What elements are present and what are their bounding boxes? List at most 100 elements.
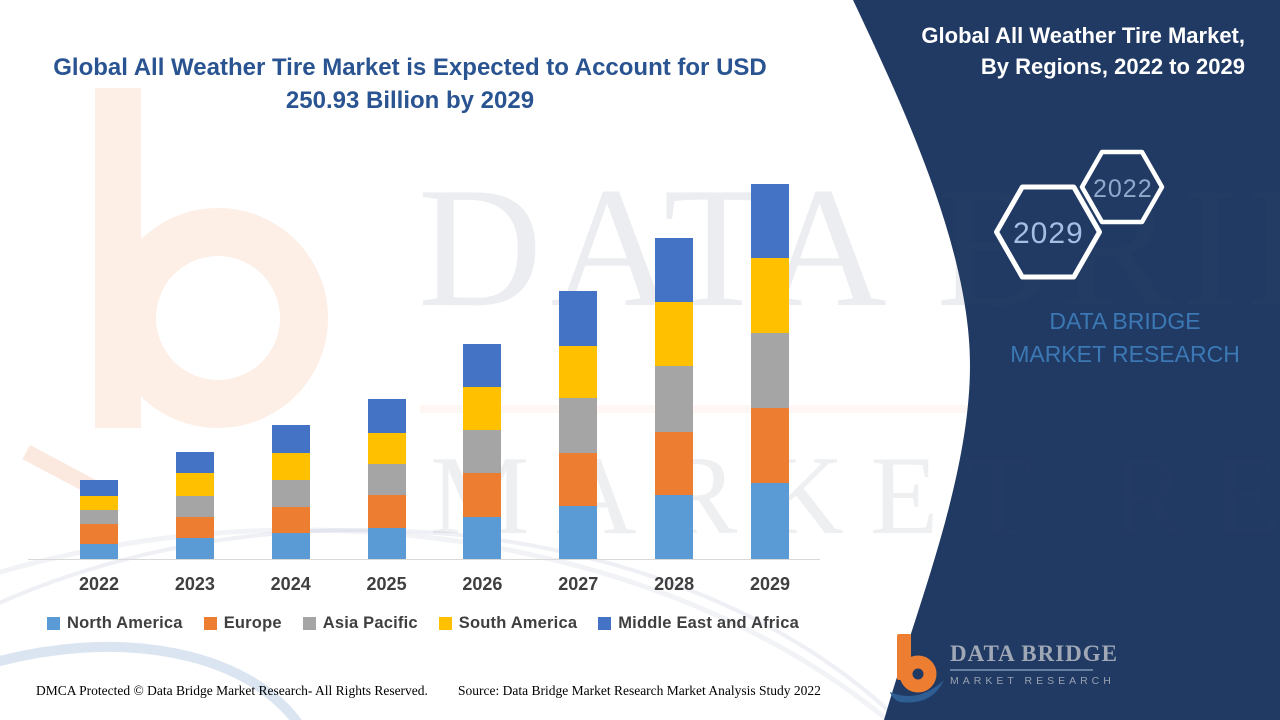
x-axis-label: 2029 [749,574,790,594]
bar-segment-europe [80,524,118,545]
legend-label: Europe [223,614,282,632]
legend-label: North America [67,614,183,632]
legend-item: Asia Pacific [302,614,418,633]
legend-swatch [598,617,612,630]
logo-swoosh [890,680,944,703]
side-panel-title: Global All Weather Tire Market, By Regio… [815,20,1245,82]
bar-segment-middle-east-and-africa [271,425,310,453]
bar-segment-north-america [367,528,406,559]
bar-segment-south-america [559,346,598,398]
hexagon-2022 [1079,149,1165,225]
bar-segment-asia-pacific [175,496,214,518]
legend-label: Middle East and Africa [618,614,799,632]
logo-b-bowl [899,655,937,693]
bar-stack-2025 [367,399,406,559]
legend-swatch [302,617,316,630]
bar-stack-2029 [750,184,789,559]
x-axis-line [28,559,820,560]
bar-segment-europe [367,494,406,529]
chart-headline-line1: Global All Weather Tire Market is Expect… [53,54,767,81]
bar-segment-middle-east-and-africa [655,238,694,303]
bar-segment-south-america [655,302,694,367]
x-axis-label: 2023 [174,574,215,594]
x-axis-label: 2027 [558,574,599,594]
bar-stack-2026 [463,344,502,559]
bar-segment-north-america [655,495,694,559]
bar-segment-europe [463,473,502,517]
bar-segment-europe [175,517,214,538]
bar-segment-south-america [463,387,502,431]
chart-headline: Global All Weather Tire Market is Expect… [40,51,780,117]
bar-segment-asia-pacific [80,510,118,525]
x-axis-label: 2022 [78,574,120,594]
logo-divider [950,669,1093,671]
bar-segment-asia-pacific [367,463,406,495]
bar-stack-2027 [559,291,598,559]
bar-segment-north-america [175,537,214,559]
bar-segment-south-america [80,496,118,511]
logo-subtitle: MARKET RESEARCH [950,675,1115,687]
bar-segment-north-america [559,506,598,559]
bar-stack-2028 [655,238,694,559]
bar-segment-south-america [367,433,406,464]
bar-stack-2023 [175,452,214,559]
watermark-underline-band [420,405,1280,413]
bar-segment-asia-pacific [271,479,310,507]
bar-segment-europe [655,432,694,496]
side-panel-title-line2: By Regions, 2022 to 2029 [980,54,1245,79]
x-axis-label: 2024 [270,574,311,594]
bar-segment-middle-east-and-africa [367,399,406,434]
bar-chart: North America Europe Asia Pacific South Ame… [28,184,820,633]
legend-item: North America [47,614,183,633]
bar-segment-middle-east-and-africa [463,344,502,388]
bar-segment-south-america [175,473,214,497]
brand-caption: DATA BRIDGE MARKET RESEARCH [1010,308,1240,367]
x-axis-label: 2026 [462,574,503,594]
watermark-b-bowl [108,208,328,428]
bar-segment-asia-pacific [750,333,789,408]
legend-swatch [47,617,60,630]
hexagon-2029 [994,184,1102,280]
bar-segment-asia-pacific [655,366,694,433]
side-panel-title-line1: Global All Weather Tire Market, [921,23,1245,48]
bar-segment-north-america [750,483,789,559]
bar-segment-asia-pacific [559,398,598,453]
hexagon-2029-label: 2029 [1013,217,1084,250]
side-panel-shape [853,0,1280,720]
legend-swatch [438,617,452,630]
bar-segment-north-america [271,533,310,559]
bar-stack-2024 [271,425,310,559]
logo-name: DATA BRIDGE [950,641,1118,666]
watermark-swoosh-curve [0,528,902,720]
bar-segment-europe [559,453,598,506]
data-bridge-logo-icon [890,634,944,703]
bar-segment-asia-pacific [463,430,502,474]
bar-segment-europe [750,408,789,483]
bar-segment-europe [271,506,310,534]
dmca-credit: DMCA Protected © Data Bridge Market Rese… [36,683,428,698]
source-credit: Source: Data Bridge Market Research Mark… [458,683,821,698]
bar-segment-north-america [80,544,118,559]
hexagon-2022-label: 2022 [1093,175,1153,203]
legend-item: Middle East and Africa [598,614,799,633]
bar-segment-middle-east-and-africa [80,480,118,497]
legend-label: South America [458,614,578,632]
chart-headline-line2: 250.93 Billion by 2029 [285,87,535,114]
x-axis-label: 2028 [654,574,695,594]
legend-item: South America [438,614,578,633]
legend-swatch [203,617,217,630]
bar-segment-middle-east-and-africa [175,452,214,474]
legend-label: Asia Pacific [322,614,418,632]
bar-segment-north-america [463,517,502,559]
bar-segment-south-america [750,258,789,333]
bar-stack-2022 [80,480,118,559]
bar-segment-middle-east-and-africa [559,291,598,346]
x-axis-label: 2025 [366,574,407,594]
legend-item: Europe [203,614,282,633]
data-bridge-logo-wordmark: DATA BRIDGE MARKET RESEARCH [950,641,1118,687]
bar-segment-south-america [271,452,310,480]
bar-segment-middle-east-and-africa [750,184,789,258]
